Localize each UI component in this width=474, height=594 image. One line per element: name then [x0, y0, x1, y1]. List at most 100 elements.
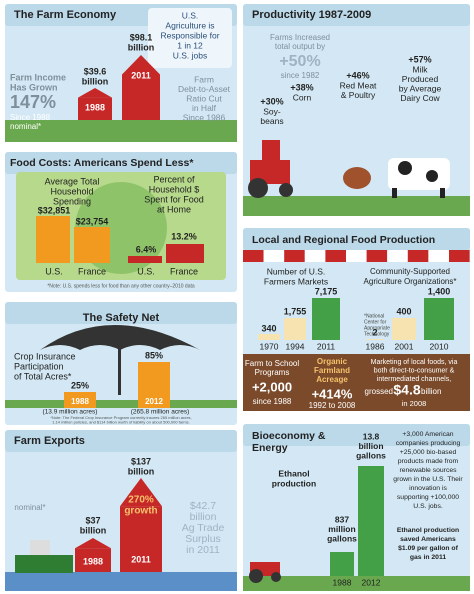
label: 2012: [145, 397, 163, 406]
label: Since 1986: [183, 112, 226, 122]
label: 85%: [145, 350, 163, 360]
label: $39.6: [84, 66, 107, 76]
panel-title: The Farm Economy: [14, 9, 117, 21]
tractor-wheel: [248, 178, 268, 198]
label: 2012: [362, 577, 381, 587]
label: $1.09 per gallon of: [398, 545, 458, 552]
cow-leg: [392, 188, 397, 198]
label: +30%: [260, 96, 283, 106]
bar: [128, 256, 162, 263]
cow-spot: [426, 170, 438, 182]
label: beans: [260, 116, 283, 126]
label: 1994: [286, 341, 305, 351]
label: Farm Income: [10, 72, 66, 82]
awning-stripe: [428, 250, 449, 262]
awning-stripe: [387, 250, 408, 262]
label: 1988: [83, 556, 103, 566]
tractor-wheel: [249, 569, 263, 583]
label: U.S. jobs: [173, 50, 208, 60]
note-box: [148, 8, 232, 68]
label: U.S.: [182, 10, 199, 20]
cow-spot: [398, 161, 412, 175]
panel-title: Energy: [252, 442, 288, 454]
bar: [138, 362, 170, 408]
bar: [358, 466, 384, 576]
bar: [330, 552, 354, 576]
label: Farms Increased: [270, 33, 330, 42]
label: $4.8: [393, 382, 420, 398]
label: 2011: [131, 70, 151, 80]
label: U.S.: [137, 266, 155, 276]
label: Farm to School: [245, 359, 299, 368]
barn-roof: [78, 88, 112, 98]
label: saved Americans: [400, 536, 456, 543]
label: +46%: [346, 70, 369, 80]
label: 2001: [395, 341, 414, 351]
label: (13.9 million acres): [43, 409, 98, 416]
label: Technology: [364, 331, 390, 337]
label: *Note: U.S. spends less for food than an…: [47, 283, 195, 289]
bar: [312, 298, 340, 340]
label: total output by: [275, 42, 325, 51]
label: Crop Insurance: [14, 351, 76, 361]
label: Since 1988: [10, 113, 51, 122]
label: Spent for Food: [144, 194, 204, 204]
label: grossed: [365, 387, 393, 396]
label: Community-Supported: [370, 267, 450, 276]
label: Marketing of local foods, via: [371, 359, 458, 366]
label: production: [272, 478, 316, 488]
label: billion: [128, 466, 155, 476]
label: in 2011: [186, 544, 220, 556]
label: Percent of: [153, 174, 195, 184]
label: +3,000 American: [402, 431, 453, 438]
label: both direct-to-consumer &: [374, 367, 455, 374]
label: Acreage: [316, 375, 348, 384]
label: +25,000 bio-based: [400, 449, 457, 456]
label: nominal*: [10, 122, 41, 131]
label: France: [170, 266, 198, 276]
barn-roof: [122, 55, 160, 75]
label: Ratio Cut: [186, 93, 222, 103]
label: billion: [82, 76, 109, 86]
ship-hull: [15, 555, 73, 573]
label: 1988: [85, 102, 105, 112]
label: Farm: [194, 74, 214, 84]
label: growth: [124, 506, 157, 517]
label: $98.1: [130, 32, 153, 42]
label: 270%: [128, 495, 154, 506]
panel-header: [5, 152, 237, 174]
label: since 1982: [281, 71, 320, 80]
bar: [366, 339, 384, 340]
label: Farmers Markets: [264, 276, 328, 286]
label: Number of U.S.: [267, 266, 326, 276]
panel-title: Productivity 1987-2009: [252, 9, 371, 21]
label: products made from: [398, 458, 459, 465]
barn-body: [122, 74, 160, 120]
label: grown in the U.S. Their: [393, 476, 463, 483]
awning-stripe: [346, 250, 367, 262]
label: Participation: [14, 361, 64, 371]
barn-roof: [120, 478, 162, 507]
label: Appropriate: [364, 325, 390, 331]
label: *Note: The Federal Crop Insurance Progra…: [50, 415, 191, 420]
label: billion: [421, 387, 441, 396]
awning-stripe: [284, 250, 305, 262]
label: billion: [190, 511, 217, 523]
label: $42.7: [190, 500, 216, 512]
label: Programs: [255, 368, 290, 377]
label: +414%: [312, 386, 353, 401]
panel-header: [243, 4, 470, 26]
tractor-wheel: [279, 183, 293, 197]
label: +2,000: [252, 379, 292, 394]
bar: [392, 318, 416, 340]
barn-body: [75, 548, 111, 572]
panel-title: The Safety Net: [83, 312, 160, 324]
bar: [258, 334, 280, 340]
ground: [243, 576, 470, 591]
label: Organic: [317, 357, 348, 366]
label: 1.14 million policies, and $114 billion …: [52, 420, 190, 425]
label: Ethanol: [278, 468, 309, 478]
tractor-cab: [262, 140, 280, 160]
label: Red Meat: [340, 80, 377, 90]
panel-header: [243, 228, 470, 250]
